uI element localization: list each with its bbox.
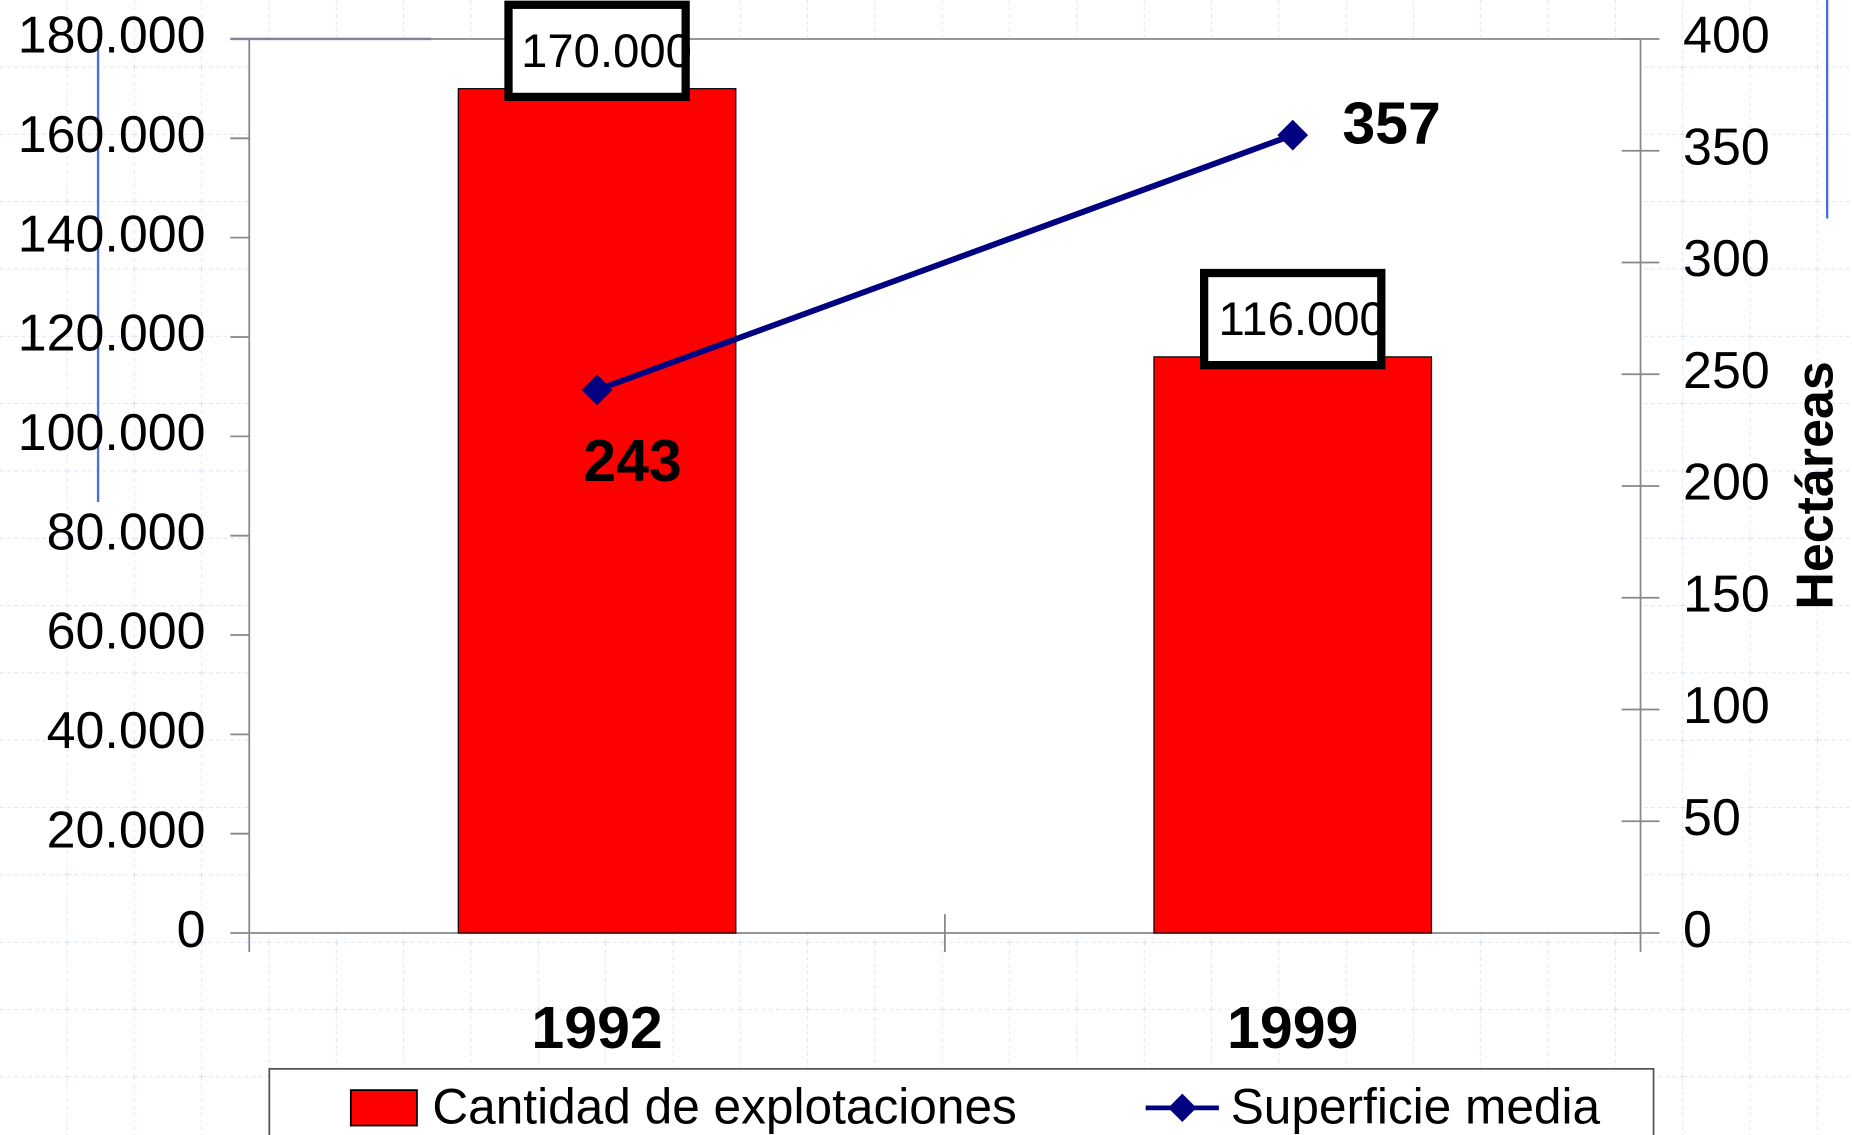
y-tick-label: 80.000 — [47, 503, 206, 561]
legend-box — [268, 1067, 1655, 1135]
y-tick-label: 100.000 — [18, 404, 206, 462]
data-label: 357 — [1342, 91, 1441, 157]
data-label: 170.000 — [521, 25, 692, 78]
y2-tick-label: 350 — [1683, 118, 1770, 176]
y2-tick-label: 300 — [1683, 230, 1770, 288]
legend-swatch — [349, 1089, 418, 1127]
x-tick-label: 1999 — [1227, 995, 1358, 1061]
y-tick-label: 60.000 — [47, 603, 206, 661]
legend-label: Cantidad de explotaciones — [432, 1078, 1017, 1134]
data-label-box — [1200, 268, 1386, 370]
y2-tick-label: 150 — [1683, 565, 1770, 623]
data-label-box — [504, 0, 690, 102]
y2-tick-label: 0 — [1683, 901, 1712, 959]
y2-tick-label: 400 — [1683, 7, 1770, 65]
line — [596, 132, 1294, 393]
y2-tick-label: 100 — [1683, 677, 1770, 735]
y-tick-label: 140.000 — [18, 205, 206, 263]
y-tick-label: 0 — [177, 901, 206, 959]
y-tick-label: 160.000 — [18, 106, 206, 164]
y2-tick-label: 250 — [1683, 342, 1770, 400]
x-tick-label: 1992 — [531, 995, 662, 1061]
y-tick-label: 120.000 — [18, 305, 206, 363]
y2-axis-label: Hectáreas — [1787, 361, 1845, 609]
data-label: 243 — [583, 428, 682, 494]
bar — [457, 88, 737, 934]
legend-marker — [1168, 1093, 1197, 1123]
marker — [1277, 119, 1309, 151]
y2-tick-label: 200 — [1683, 454, 1770, 512]
legend-label: Superficie media — [1231, 1078, 1601, 1134]
data-label: 116.000 — [1219, 293, 1386, 346]
y2-tick-label: 50 — [1683, 789, 1741, 847]
bar — [1153, 356, 1433, 934]
y-tick-label: 180.000 — [18, 7, 206, 65]
y-tick-label: 20.000 — [47, 801, 206, 859]
y-tick-label: 40.000 — [47, 702, 206, 760]
